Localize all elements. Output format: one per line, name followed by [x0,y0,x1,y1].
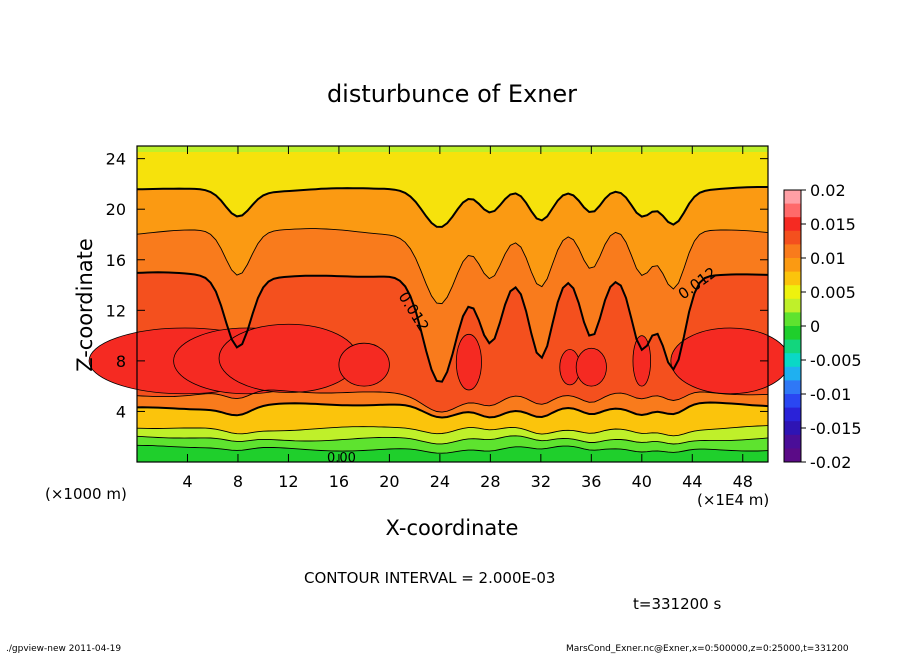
y-tick-label-4: 4 [116,402,126,421]
colorbar-tick-label-3: 0.01 [810,249,846,268]
x-tick-label-20: 20 [379,472,399,491]
colorbar [784,190,801,463]
footer-left: ./gpview-new 2011-04-19 [6,644,121,654]
colorbar-tick-label-8: -0.015 [810,419,862,438]
y-tick-label-20: 20 [106,200,126,219]
y-axis-unit: (×1000 m) [45,485,127,503]
band-top [137,146,768,152]
colorbar-tick-label-1: 0.02 [810,181,846,200]
max-region-5 [455,333,482,391]
max-region-4 [338,342,390,387]
y-tick-label-8: 8 [116,352,126,371]
y-axis-title: Z-coordinate [73,238,97,372]
max-region-8 [632,335,652,387]
plot-area [88,145,790,463]
colorbar-swatch-12 [784,339,801,354]
x-axis-title: X-coordinate [386,516,519,540]
max-region-3 [218,323,359,393]
colorbar-swatch-3 [784,217,801,232]
contour-line-1 [136,444,769,454]
colorbar-swatch-15 [784,380,801,395]
colorbar-tick-label-9: -0.02 [810,453,851,472]
colorbar-swatch-13 [784,353,801,368]
footer-right: MarsCond_Exner.nc@Exner,x=0:500000,z=0:2… [566,644,849,654]
x-tick-label-4: 4 [182,472,192,491]
contour-line-6 [136,271,769,383]
colorbar-swatch-14 [784,366,801,381]
x-tick-label-48: 48 [733,472,753,491]
contour-line-8 [137,186,768,228]
colorbar-swatch-5 [784,244,801,259]
colorbar-swatch-16 [784,394,801,409]
contour-line-3 [136,425,769,437]
chart-title: disturbunce of Exner [327,80,577,108]
colorbar-tick-label-7: -0.01 [810,385,851,404]
x-tick-label-24: 24 [430,472,450,491]
colorbar-swatch-6 [784,258,801,273]
x-axis: 4 8 12 16 20 24 28 32 36 40 44 48 [182,146,753,491]
colorbar-tick-label-4: 0.005 [810,283,856,302]
colorbar-swatch-2 [784,203,801,218]
colorbar-swatch-8 [784,285,801,300]
colorbar-swatch-10 [784,312,801,327]
x-tick-label-44: 44 [682,472,702,491]
contour-line-4 [136,401,769,419]
x-axis-unit: (×1E4 m) [697,491,769,509]
x-tick-label-28: 28 [480,472,500,491]
colorbar-tick-label-5: 0 [810,317,820,336]
colorbar-swatch-19 [784,434,801,449]
x-tick-label-36: 36 [581,472,601,491]
contour-line-7 [136,228,769,305]
y-tick-label-12: 12 [106,301,126,320]
contour-interval-note: CONTOUR INTERVAL = 2.000E-03 [304,569,555,587]
y-tick-label-24: 24 [106,150,126,169]
colorbar-swatch-9 [784,298,801,313]
colorbar-swatch-1 [784,190,801,205]
time-label: t=331200 s [633,595,721,613]
colorbar-swatch-7 [784,271,801,286]
plot-frame [136,145,769,463]
y-tick-label-16: 16 [106,251,126,270]
contour-line-2 [136,435,769,445]
colorbar-ticks: 0.02 0.015 0.01 0.005 0 -0.005 -0.01 -0.015 -0.0… [801,181,862,472]
contour-label-3: 0.00 [327,451,356,466]
x-tick-label-16: 16 [329,472,349,491]
y-axis: 4 8 12 16 20 24 [106,150,768,421]
x-tick-label-12: 12 [278,472,298,491]
colorbar-swatch-17 [784,407,801,422]
colorbar-swatch-18 [784,421,801,436]
x-tick-label-40: 40 [632,472,652,491]
band-9 [137,146,768,227]
max-region-7 [575,347,607,387]
colorbar-tick-label-2: 0.015 [810,215,856,234]
x-tick-label-8: 8 [233,472,243,491]
contour-lines [136,186,769,454]
colorbar-swatch-11 [784,326,801,341]
colorbar-swatch-20 [784,448,801,463]
colorbar-swatch-4 [784,230,801,245]
max-region-9 [670,327,790,395]
x-tick-label-32: 32 [531,472,551,491]
colorbar-tick-label-6: -0.005 [810,351,862,370]
contour-line-5 [136,389,769,413]
